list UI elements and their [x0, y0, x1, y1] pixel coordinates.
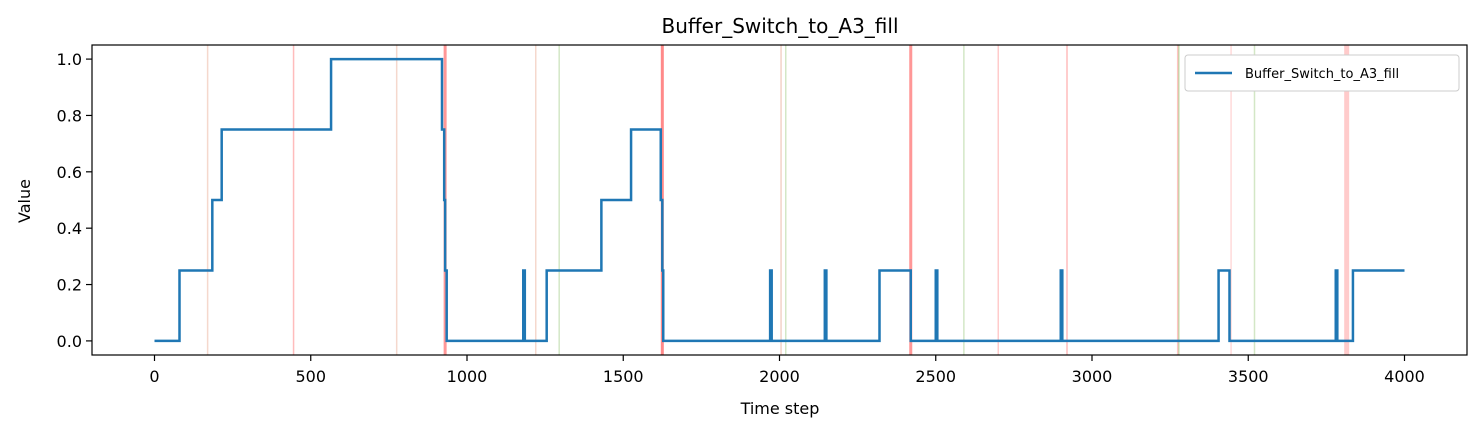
y-tick-label: 0.8 — [57, 106, 82, 125]
legend: Buffer_Switch_to_A3_fill — [1184, 54, 1460, 92]
series-line — [154, 57, 1405, 343]
x-tick-label: 1500 — [603, 367, 644, 386]
x-tick-label: 0 — [149, 367, 159, 386]
x-tick-label: 3000 — [1072, 367, 1113, 386]
y-axis-label: Value — [15, 179, 34, 223]
y-tick-label: 0.2 — [57, 276, 82, 295]
series-lines — [154, 57, 1405, 343]
x-tick-label: 4000 — [1384, 367, 1425, 386]
y-tick-label: 0.4 — [57, 219, 82, 238]
x-tick-label: 2000 — [759, 367, 800, 386]
y-tick-label: 0.6 — [57, 163, 82, 182]
y-tick-label: 0.0 — [57, 332, 82, 351]
chart-title: Buffer_Switch_to_A3_fill — [661, 14, 898, 38]
legend-frame — [1184, 54, 1460, 92]
x-axis-label: Time step — [740, 399, 820, 418]
x-tick-label: 3500 — [1228, 367, 1269, 386]
y-tick-label: 1.0 — [57, 50, 82, 69]
x-tick-label: 2500 — [915, 367, 956, 386]
legend-label: Buffer_Switch_to_A3_fill — [1245, 67, 1399, 82]
x-tick-label: 500 — [295, 367, 326, 386]
x-tick-label: 1000 — [447, 367, 488, 386]
event-lines — [206, 45, 1350, 355]
ticks: 0 500 1000 1500 2000 2500 3000 3500 4000 0.0 0.2 0.… — [57, 50, 1425, 386]
